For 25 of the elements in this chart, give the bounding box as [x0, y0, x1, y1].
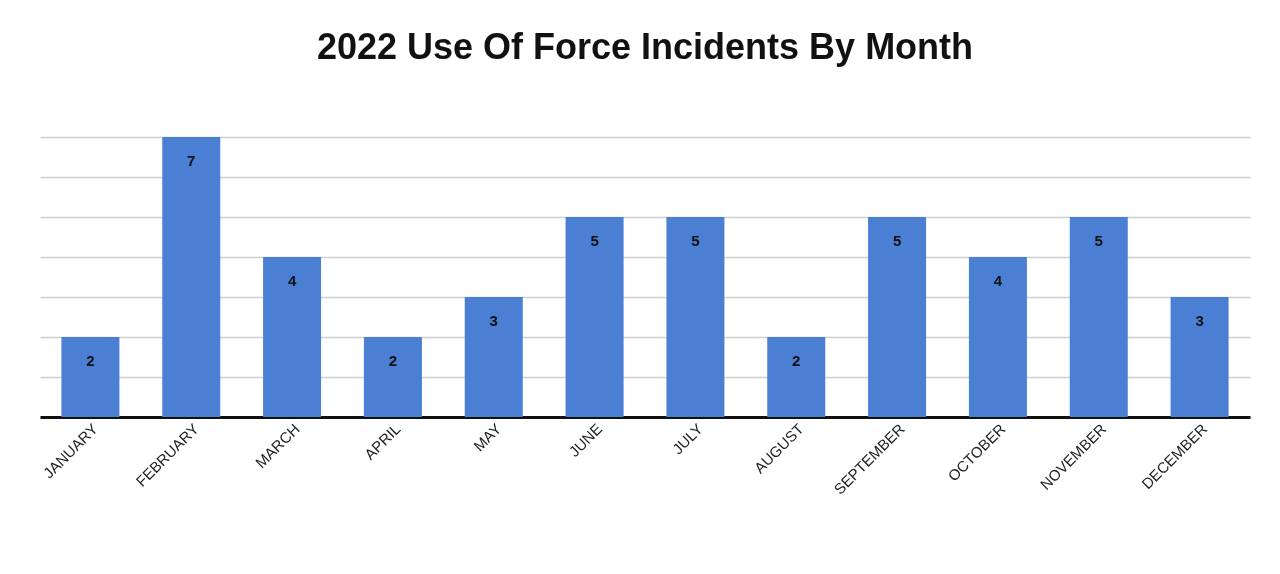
- data-label: 7: [187, 152, 196, 169]
- data-label: 2: [86, 352, 95, 369]
- bar: [61, 337, 120, 417]
- data-label: 3: [489, 312, 498, 329]
- data-label: 5: [590, 232, 599, 249]
- bar: [162, 137, 221, 417]
- bar: [1170, 297, 1229, 417]
- bar: [565, 217, 624, 417]
- bar: [968, 257, 1027, 417]
- data-label: 3: [1195, 312, 1204, 329]
- data-label: 4: [993, 272, 1003, 289]
- data-label: 2: [388, 352, 398, 369]
- bar: [363, 337, 422, 417]
- data-label: 5: [1094, 232, 1103, 249]
- chart-title: 2022 Use Of Force Incidents By Month: [316, 26, 974, 67]
- data-label: 4: [287, 272, 297, 289]
- bar: [767, 337, 826, 417]
- data-label: 2: [792, 352, 801, 369]
- bar: [666, 217, 725, 417]
- bar: [464, 297, 523, 417]
- data-label: 5: [892, 232, 902, 249]
- bar: [263, 257, 322, 417]
- bar: [1069, 217, 1128, 417]
- bar: [868, 217, 927, 417]
- data-label: 5: [691, 232, 700, 249]
